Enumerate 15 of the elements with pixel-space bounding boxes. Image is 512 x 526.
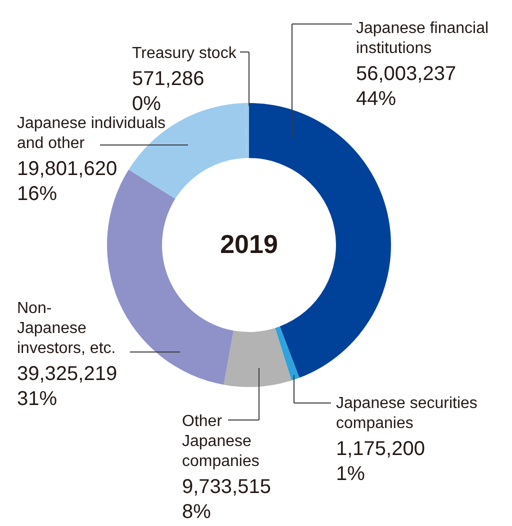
data-label: 9,733,515 8% xyxy=(182,476,271,523)
slice-label: Japanese individuals and other xyxy=(17,115,166,152)
donut-slice xyxy=(275,326,300,380)
data-label: 56,003,237 44% xyxy=(356,63,456,110)
data-label: 39,325,219 31% xyxy=(17,363,118,410)
slice-label: Japanese financial institutions xyxy=(356,20,489,57)
data-label: 571,286 0% xyxy=(132,68,204,115)
data-label: 19,801,620 16% xyxy=(17,158,118,205)
slice-label: Other Japanese companies xyxy=(182,413,260,470)
text: 2019 xyxy=(220,229,278,259)
slice-label: Non-Japanese investors, etc. xyxy=(17,300,116,357)
data-label: 1,175,200 1% xyxy=(336,438,425,485)
slice-label: Treasury stock xyxy=(132,45,238,62)
slice-label: Japanese securities companies xyxy=(336,395,478,432)
donut-slice xyxy=(224,328,292,387)
